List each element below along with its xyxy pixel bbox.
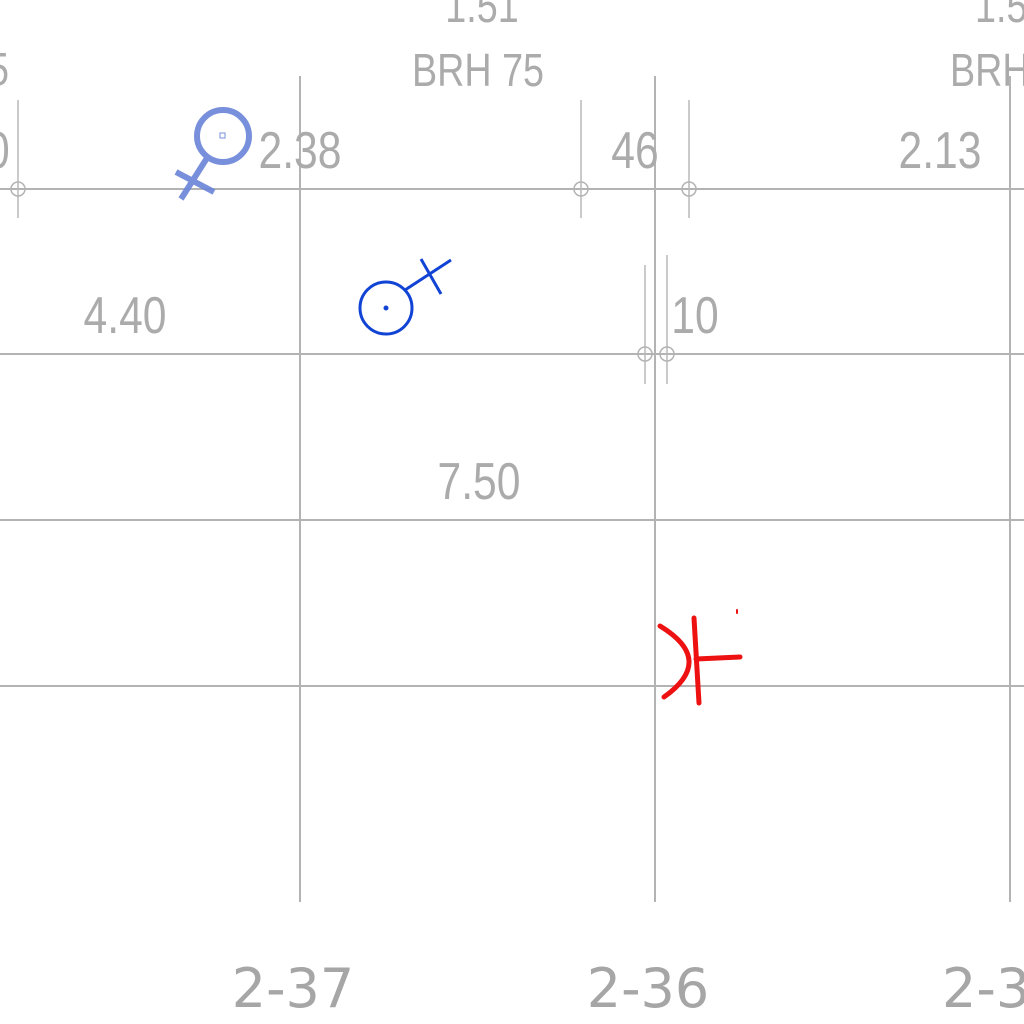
tick-marker-left-edge (10, 181, 26, 197)
header-fragment-right: 1.5 (975, 0, 1024, 32)
tick-marker-middle-a (637, 346, 653, 362)
axis-label-2-37: 2-37 (232, 957, 355, 1020)
male-symbol-stem (404, 258, 452, 292)
male-symbol-ring (358, 280, 414, 336)
room-label-brh: BRH (950, 44, 1024, 95)
column-axis-labels: 2-37 2-36 2-3 (232, 957, 1024, 1020)
room-label-brh-75: BRH 75 (412, 44, 544, 95)
male-symbol-cross (419, 258, 443, 295)
female-symbol-cross (174, 169, 216, 195)
male-symbol-icon (358, 258, 452, 336)
tick-marker-middle-b (659, 346, 675, 362)
male-symbol-dot (383, 305, 389, 311)
axis-label-2-36: 2-36 (587, 957, 710, 1020)
dimension-46: 46 (611, 122, 658, 180)
header-fragment-left-edge: 5 (0, 43, 9, 94)
dimension-4-40: 4.40 (84, 287, 167, 345)
axis-label-2-35: 2-3 (942, 957, 1024, 1020)
dimension-labels: 0 2.38 46 2.13 4.40 10 7.50 (0, 122, 981, 511)
header-fragment-left: 1.51 (445, 0, 518, 32)
tick-marker-upper-middle (573, 181, 589, 197)
dimension-left-edge-fragment: 0 (0, 122, 10, 180)
horizontal-grid-lines (0, 188, 1024, 687)
tick-marker-upper-right (681, 181, 697, 197)
female-symbol-dot (219, 132, 226, 139)
female-symbol-icon (174, 107, 252, 201)
dimension-2-38: 2.38 (259, 122, 342, 180)
female-symbol-ring (194, 107, 252, 165)
room-labels: BRH 75 BRH (412, 44, 1024, 95)
dimension-2-13: 2.13 (899, 122, 982, 180)
red-t-symbol-arc (657, 623, 692, 700)
red-t-symbol-horizontal (693, 654, 743, 662)
red-t-symbol-icon (657, 609, 743, 706)
dimension-7-50: 7.50 (438, 453, 521, 511)
top-header-fragments: 1.51 1.5 5 (0, 0, 1024, 95)
vertical-grid-lines (299, 76, 1011, 902)
dimension-10: 10 (671, 287, 718, 345)
dimension-ticks (10, 100, 697, 384)
